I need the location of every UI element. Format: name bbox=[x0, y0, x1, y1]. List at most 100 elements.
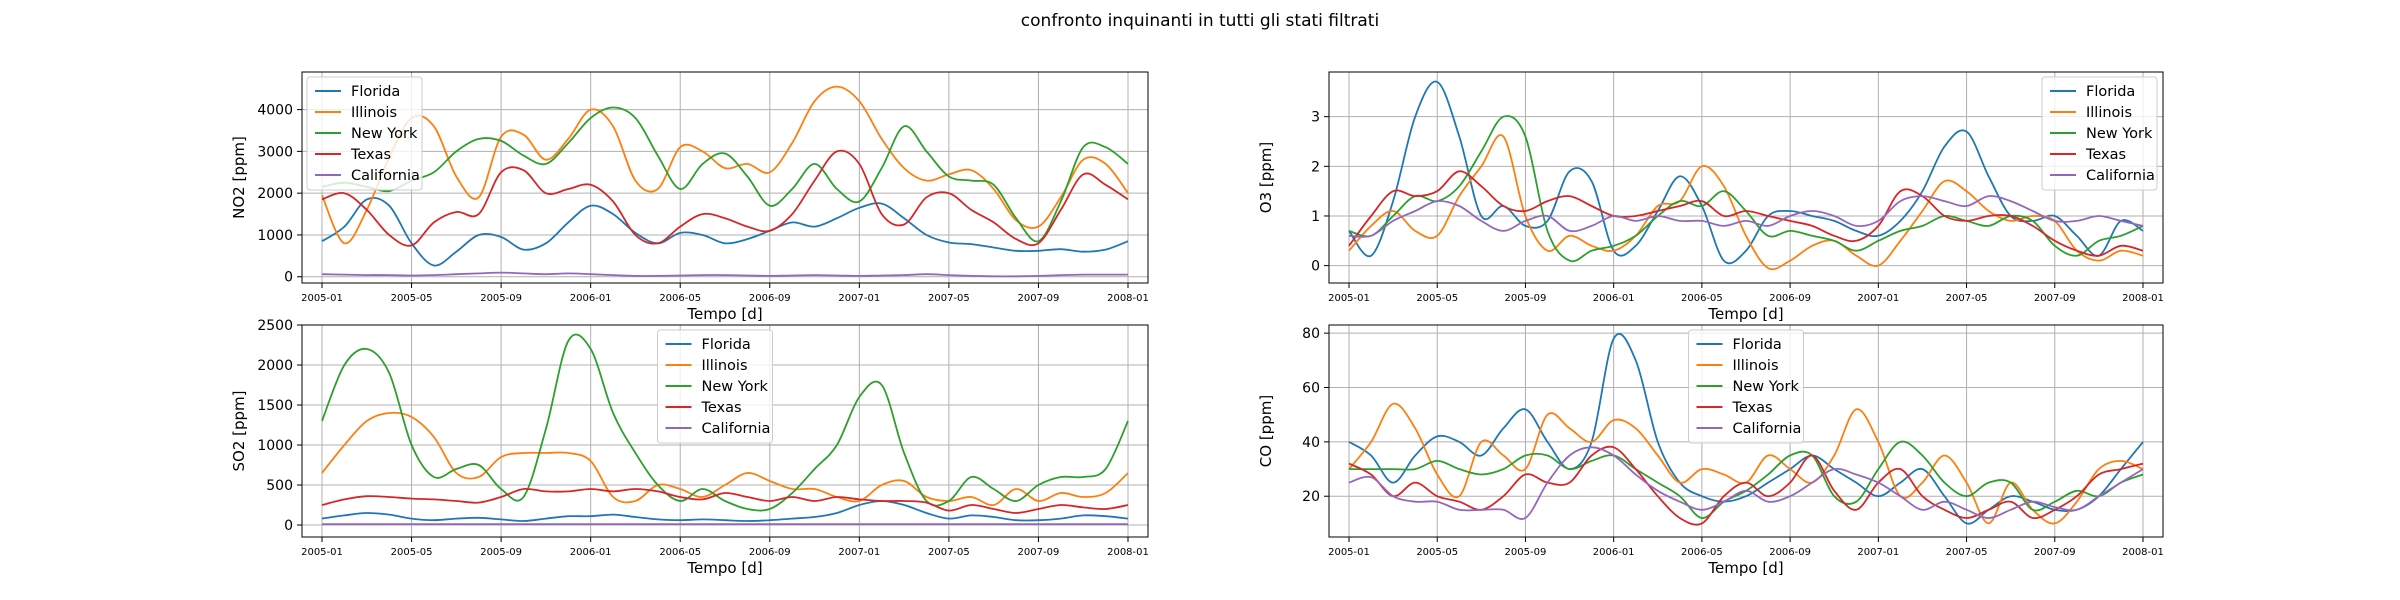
series-line-texas bbox=[321, 487, 1129, 514]
x-tick-label: 2005-05 bbox=[1416, 547, 1458, 558]
series-line-florida bbox=[1348, 332, 2144, 525]
y-tick-label: 2500 bbox=[257, 318, 293, 334]
y-tick-label: 0 bbox=[284, 270, 293, 286]
x-tick-label: 2007-09 bbox=[2034, 547, 2076, 558]
legend-label: California bbox=[1733, 421, 1802, 437]
y-axis-label: CO [ppm] bbox=[1257, 395, 1275, 467]
y-tick-label: 0 bbox=[1311, 259, 1320, 275]
x-tick-label: 2008-01 bbox=[2122, 547, 2164, 558]
legend-label: New York bbox=[2086, 126, 2153, 142]
x-tick-label: 2005-09 bbox=[480, 293, 522, 304]
legend-label: Texas bbox=[1732, 400, 1773, 416]
y-axis-label: NO2 [ppm] bbox=[230, 136, 248, 219]
axes-frame bbox=[301, 324, 1149, 538]
legend-label: New York bbox=[1733, 379, 1800, 395]
series-line-illinois bbox=[321, 411, 1129, 506]
x-tick-label: 2005-05 bbox=[391, 547, 433, 558]
x-axis-label: Tempo [d] bbox=[1707, 305, 1783, 323]
y-tick-label: 2000 bbox=[257, 358, 293, 374]
legend-box bbox=[306, 76, 423, 191]
x-tick-label: 2005-09 bbox=[480, 547, 522, 558]
chart-panel-bottom-right: 20 40 60 80 2005-01 2005-05 2005-09 2006-01 2006… bbox=[1257, 324, 2164, 577]
y-axis-label: O3 [ppm] bbox=[1257, 142, 1275, 213]
y-tick-label: 60 bbox=[1302, 381, 1320, 397]
x-tick-label: 2006-09 bbox=[1769, 293, 1811, 304]
x-tick-label: 2006-09 bbox=[749, 293, 791, 304]
x-tick-label: 2005-01 bbox=[1328, 547, 1370, 558]
x-tick-label: 2008-01 bbox=[1107, 547, 1149, 558]
x-tick-label: 2007-01 bbox=[838, 547, 880, 558]
x-tick-label: 2005-01 bbox=[1328, 293, 1370, 304]
y-tick-label: 20 bbox=[1302, 489, 1320, 505]
legend-label: Texas bbox=[350, 147, 391, 163]
x-tick-label: 2007-01 bbox=[838, 293, 880, 304]
legend-label: California bbox=[702, 421, 771, 437]
x-tick-label: 2006-09 bbox=[749, 547, 791, 558]
x-tick-label: 2007-09 bbox=[2034, 293, 2076, 304]
x-tick-label: 2005-05 bbox=[1416, 293, 1458, 304]
y-tick-label: 1000 bbox=[257, 228, 293, 244]
y-tick-label: 1000 bbox=[257, 438, 293, 454]
chart-panel-bottom-left: 0 500 1000 1500 2000 2500 2005-01 2005-05 2005-0… bbox=[230, 318, 1149, 577]
x-tick-label: 2007-09 bbox=[1018, 547, 1060, 558]
x-tick-label: 2006-01 bbox=[1593, 547, 1635, 558]
y-tick-label: 2 bbox=[1311, 159, 1320, 175]
series-line-florida bbox=[321, 500, 1129, 522]
legend-box bbox=[1688, 329, 1804, 444]
x-tick-label: 2008-01 bbox=[1107, 293, 1149, 304]
legend-label: Illinois bbox=[2086, 105, 2132, 121]
x-tick-label: 2006-05 bbox=[1681, 293, 1723, 304]
series-line-texas bbox=[321, 149, 1129, 247]
y-tick-label: 4000 bbox=[257, 103, 293, 119]
chart-panel-top-right: 0 1 2 3 2005-01 2005-05 2005-09 2006-01 2006-05 2… bbox=[1257, 71, 2164, 323]
x-tick-label: 2005-09 bbox=[1505, 293, 1547, 304]
x-tick-label: 2007-01 bbox=[1857, 547, 1899, 558]
x-tick-label: 2008-01 bbox=[2122, 293, 2164, 304]
legend-label: California bbox=[351, 168, 420, 184]
y-tick-label: 3 bbox=[1311, 110, 1320, 126]
x-tick-label: 2007-05 bbox=[1946, 293, 1988, 304]
y-tick-label: 40 bbox=[1302, 435, 1320, 451]
series-line-california bbox=[1348, 446, 2144, 520]
legend-label: Illinois bbox=[351, 105, 397, 121]
series-line-illinois bbox=[1348, 134, 2144, 271]
legend-label: Florida bbox=[2086, 84, 2135, 100]
legend-label: Florida bbox=[351, 84, 400, 100]
y-tick-label: 1 bbox=[1311, 209, 1320, 225]
x-tick-label: 2007-05 bbox=[928, 293, 970, 304]
x-tick-label: 2006-05 bbox=[1681, 547, 1723, 558]
series-line-new-york bbox=[321, 106, 1129, 243]
series-line-california bbox=[321, 271, 1128, 278]
chart-panel-top-left: 0 1000 2000 3000 4000 2005-01 2005-05 2005-09 20… bbox=[230, 71, 1149, 323]
x-tick-label: 2005-05 bbox=[391, 293, 433, 304]
legend: Florida Illinois New York Texas California bbox=[657, 329, 773, 444]
legend-label: Illinois bbox=[1733, 358, 1779, 374]
series-line-florida bbox=[321, 197, 1129, 267]
legend-label: Texas bbox=[701, 400, 742, 416]
series-line-new-york bbox=[321, 333, 1129, 512]
x-tick-label: 2006-09 bbox=[1769, 547, 1811, 558]
legend: Florida Illinois New York Texas California bbox=[306, 76, 423, 191]
x-tick-label: 2007-05 bbox=[928, 547, 970, 558]
legend-label: Texas bbox=[2085, 147, 2126, 163]
x-tick-label: 2007-05 bbox=[1946, 547, 1988, 558]
axes-frame bbox=[301, 71, 1149, 284]
legend-label: California bbox=[2086, 168, 2155, 184]
x-axis-label: Tempo [d] bbox=[1707, 559, 1783, 577]
x-tick-label: 2005-09 bbox=[1505, 547, 1547, 558]
x-tick-label: 2006-01 bbox=[1593, 293, 1635, 304]
y-tick-label: 3000 bbox=[257, 144, 293, 160]
x-tick-label: 2006-01 bbox=[570, 547, 612, 558]
x-tick-label: 2005-01 bbox=[301, 547, 343, 558]
y-axis-label: SO2 [ppm] bbox=[230, 391, 248, 472]
x-tick-label: 2006-01 bbox=[570, 293, 612, 304]
x-tick-label: 2005-01 bbox=[301, 293, 343, 304]
series-line-texas bbox=[1348, 170, 2144, 257]
legend-label: Florida bbox=[702, 337, 751, 353]
legend-label: New York bbox=[351, 126, 418, 142]
legend: Florida Illinois New York Texas California bbox=[1688, 329, 1804, 444]
legend-box bbox=[657, 329, 773, 444]
figure-title: confronto inquinanti in tutti gli stati … bbox=[1021, 11, 1379, 31]
legend-label: Florida bbox=[1733, 337, 1782, 353]
